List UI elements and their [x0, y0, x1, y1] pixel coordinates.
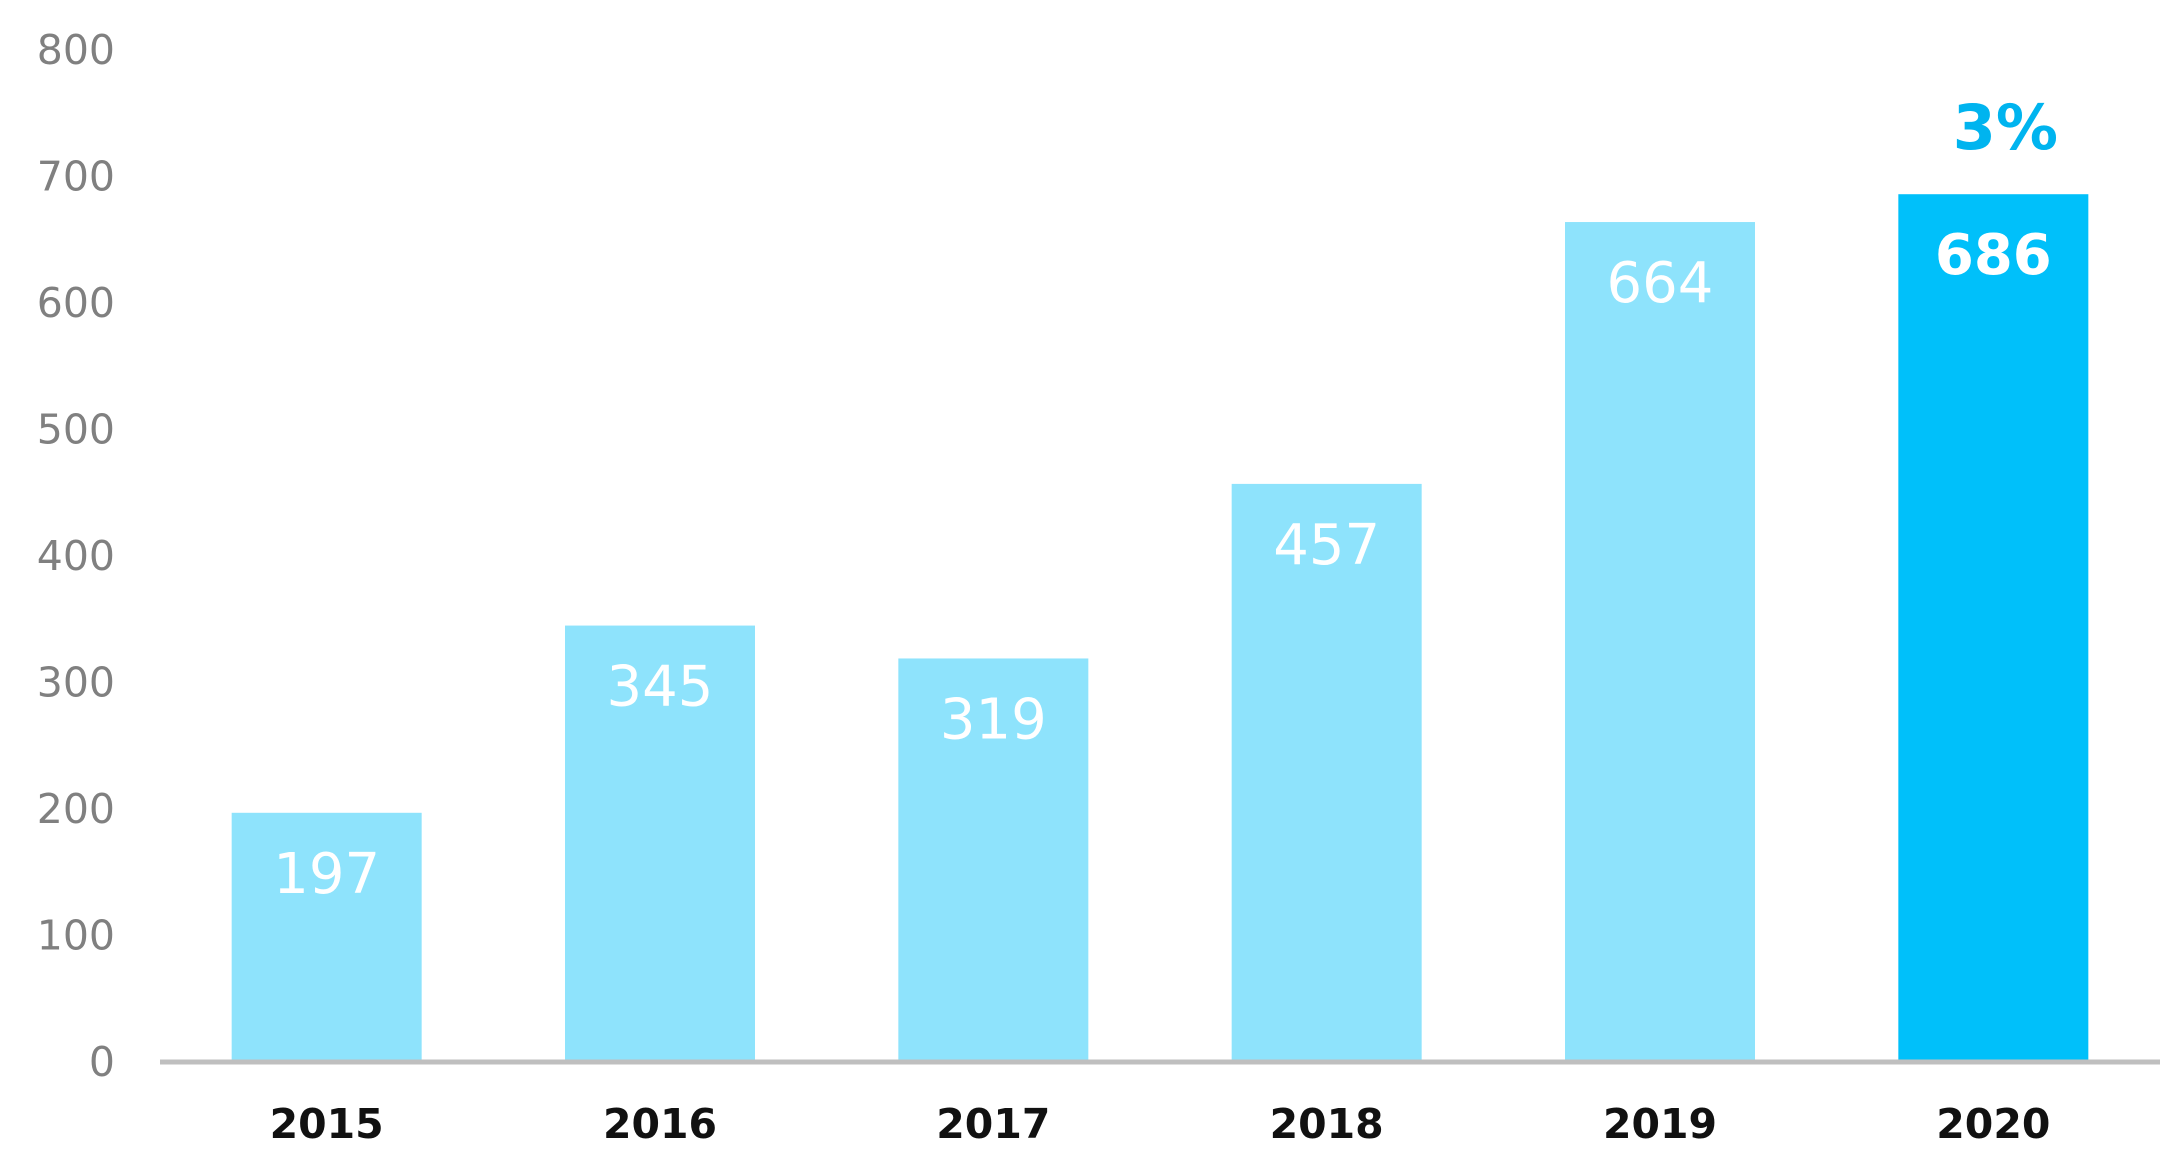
bar: [898, 658, 1089, 1062]
y-tick-label: 100: [37, 912, 115, 960]
y-tick-label: 500: [37, 406, 115, 454]
y-axis-ticks: 0 100 200 300 400 500 600 700 800: [37, 26, 115, 1086]
bar-data-label: 197: [273, 842, 380, 907]
bar-data-label: 664: [1607, 251, 1714, 316]
x-category-label: 2015: [270, 1100, 384, 1148]
y-tick-label: 700: [37, 153, 115, 201]
y-tick-label: 0: [89, 1038, 115, 1086]
x-category-label: 2019: [1603, 1100, 1717, 1148]
bar-data-label: 319: [940, 687, 1047, 752]
x-category-label: 2016: [603, 1100, 717, 1148]
x-category-label: 2020: [1936, 1100, 2050, 1148]
bar-data-label: 686: [1935, 223, 2052, 288]
bar: [1565, 222, 1755, 1063]
x-category-label: 2018: [1270, 1100, 1384, 1148]
y-tick-label: 200: [37, 785, 115, 833]
bar-data-label: 457: [1273, 513, 1380, 578]
y-tick-label: 400: [37, 532, 115, 580]
y-tick-label: 300: [37, 659, 115, 707]
x-axis-categories: 2015 2016 2017 2018 2019 2020: [270, 1100, 2051, 1148]
bars: 197 345 319 457 664 686: [231, 194, 2089, 1063]
bar: [231, 812, 422, 1062]
y-tick-label: 600: [37, 279, 115, 327]
x-category-label: 2017: [936, 1100, 1050, 1148]
bar: [1231, 483, 1422, 1062]
bar-data-label: 345: [607, 655, 714, 720]
growth-annotation: 3%: [1953, 91, 2058, 164]
bar: [1898, 194, 2089, 1062]
y-tick-label: 800: [37, 26, 115, 74]
bar: [565, 625, 755, 1062]
